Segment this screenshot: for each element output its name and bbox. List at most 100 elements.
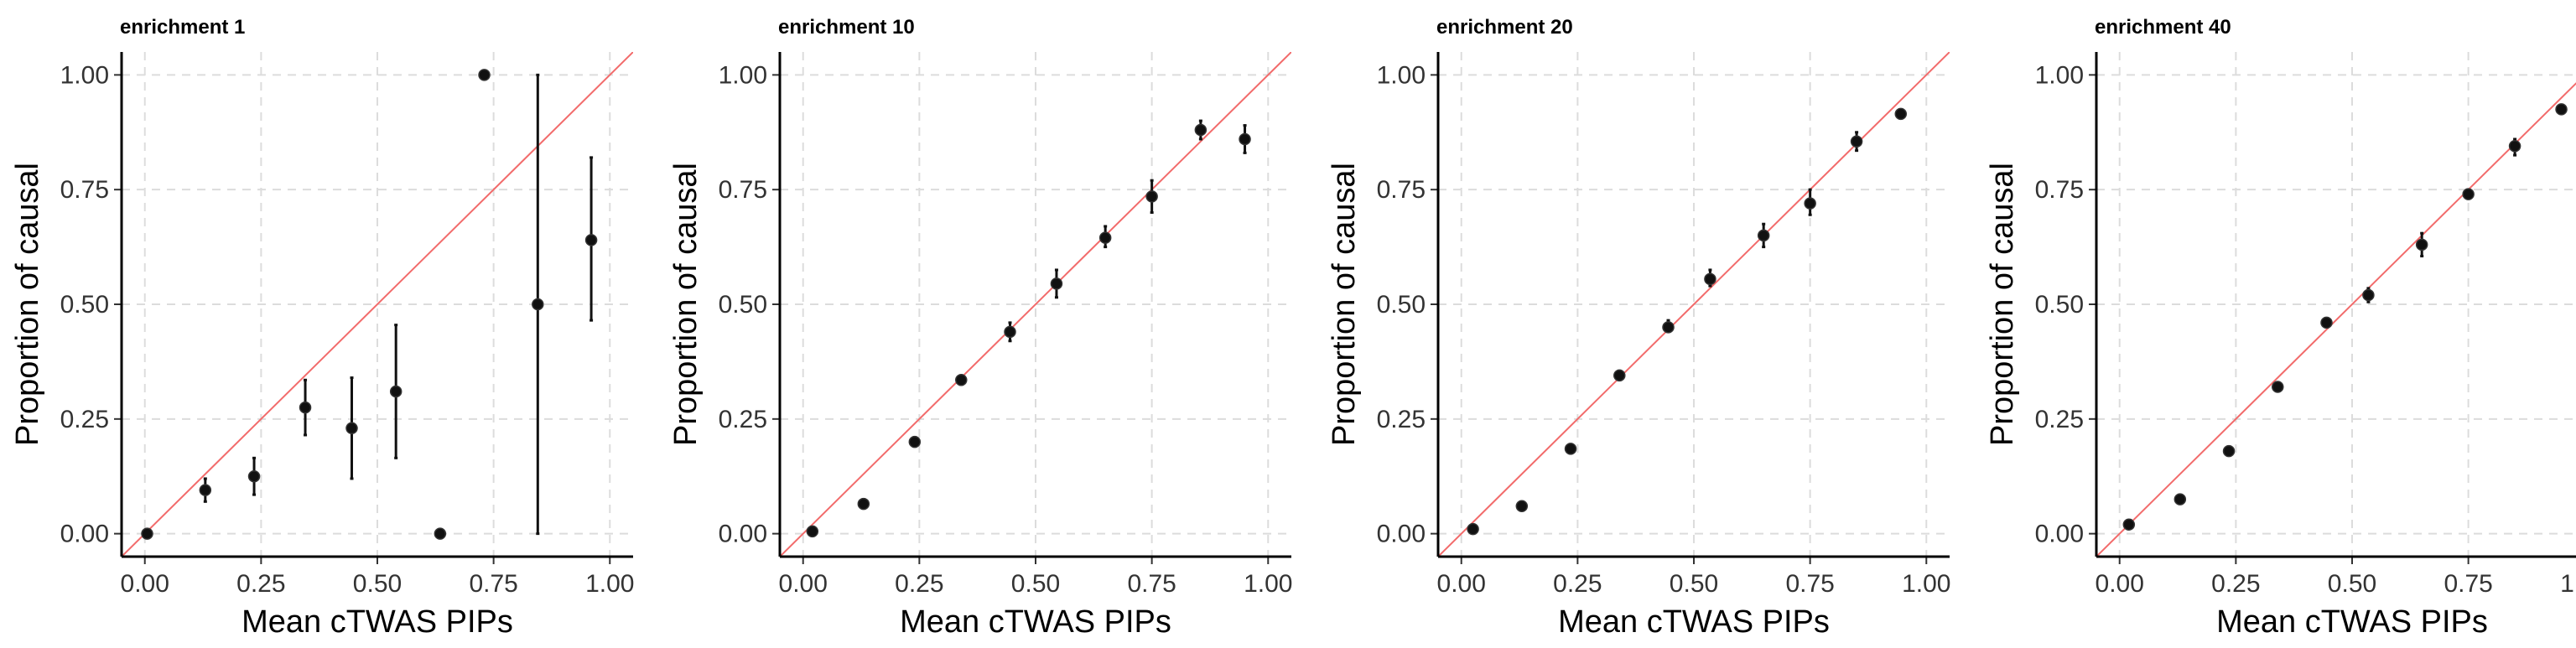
data-point [2272, 381, 2284, 393]
data-point [1564, 443, 1577, 455]
data-point [1239, 132, 1251, 146]
panel-title: enrichment 1 [120, 16, 245, 39]
y-tick-label: 1.00 [719, 61, 767, 89]
x-tick-label: 0.00 [779, 570, 828, 598]
x-tick-label: 0.50 [2328, 570, 2376, 598]
data-point [478, 69, 491, 81]
x-tick-label: 0.50 [353, 570, 402, 598]
data-point [955, 374, 968, 386]
x-tick-label: 0.75 [1127, 570, 1176, 598]
x-tick-label: 1.00 [2560, 570, 2576, 598]
panel-title: enrichment 20 [1436, 16, 1573, 39]
y-tick-label: 0.25 [2035, 406, 2084, 433]
panel-title: enrichment 10 [778, 16, 915, 39]
data-point [1098, 231, 1112, 244]
x-tick-label: 0.75 [1785, 570, 1834, 598]
data-point [857, 497, 870, 511]
x-tick-label: 0.75 [2444, 570, 2492, 598]
data-point [2222, 444, 2236, 458]
data-point [1515, 500, 1529, 513]
data-point [1050, 277, 1063, 290]
y-tick-label: 0.50 [1377, 291, 1426, 319]
x-tick-label: 1.00 [1902, 570, 1950, 598]
x-tick-label: 0.00 [2096, 570, 2144, 598]
data-point [299, 401, 312, 414]
x-tick-label: 0.25 [236, 570, 285, 598]
data-point [2174, 493, 2187, 505]
x-axis-title: Mean cTWAS PIPs [2216, 604, 2488, 640]
panel-1: enrichment 1 0.00 0.25 0.50 0.75 1.00 0.00 0.25… [10, 16, 634, 640]
panel-title: enrichment 40 [2095, 16, 2231, 39]
x-tick-label: 0.50 [1011, 570, 1060, 598]
y-axis-title: Proportion of causal [10, 163, 45, 446]
data-point [389, 385, 402, 398]
x-axis-title: Mean cTWAS PIPs [1558, 604, 1830, 640]
x-tick-label: 0.25 [2211, 570, 2260, 598]
identity-line [780, 52, 1291, 557]
data-point [2415, 238, 2428, 251]
y-axis-title: Proportion of causal [1985, 163, 2020, 446]
data-point [2555, 103, 2568, 116]
y-tick-label: 0.25 [719, 406, 767, 433]
y-tick-label: 0.50 [2035, 291, 2084, 319]
y-tick-label: 0.00 [719, 521, 767, 548]
y-tick-label: 0.75 [60, 176, 109, 204]
data-point [1004, 325, 1016, 339]
data-point [1850, 135, 1863, 148]
y-tick-label: 1.00 [2035, 61, 2084, 89]
identity-line [1438, 52, 1950, 557]
data-point [2320, 316, 2333, 329]
y-tick-label: 0.50 [60, 291, 109, 319]
y-tick-label: 1.00 [1377, 61, 1426, 89]
x-tick-label: 0.50 [1670, 570, 1718, 598]
data-point [1804, 197, 1816, 210]
data-point [1894, 107, 1908, 121]
x-tick-label: 0.25 [1553, 570, 1602, 598]
y-tick-label: 0.75 [1377, 176, 1426, 204]
y-tick-label: 1.00 [60, 61, 109, 89]
x-tick-label: 0.25 [895, 570, 943, 598]
data-point [434, 527, 447, 540]
panel-2: enrichment 10 0.00 0.25 0.50 0.75 1.00 0.00 0.2… [668, 16, 1292, 640]
data-point [806, 525, 819, 538]
y-axis-title: Proportion of causal [668, 163, 704, 446]
y-tick-label: 0.00 [2035, 521, 2084, 548]
panel-3: enrichment 20 0.00 0.25 0.50 0.75 1.00 0.00 0.2… [1327, 16, 1950, 640]
y-tick-label: 0.00 [60, 521, 109, 548]
data-point [2362, 288, 2375, 302]
x-axis-title: Mean cTWAS PIPs [242, 604, 513, 640]
data-point [1613, 369, 1626, 382]
x-tick-label: 0.00 [121, 570, 169, 598]
y-tick-label: 0.25 [1377, 406, 1426, 433]
data-point [141, 527, 153, 540]
identity-line [122, 52, 633, 557]
x-tick-label: 0.00 [1437, 570, 1486, 598]
y-tick-label: 0.50 [719, 291, 767, 319]
data-point [532, 298, 544, 311]
data-point [1757, 229, 1770, 242]
data-point [1145, 190, 1158, 203]
data-point [2122, 518, 2136, 531]
y-tick-label: 0.00 [1377, 521, 1426, 548]
y-tick-label: 0.25 [60, 406, 109, 433]
data-point [247, 469, 261, 483]
y-tick-label: 0.75 [719, 176, 767, 204]
x-axis-title: Mean cTWAS PIPs [900, 604, 1171, 640]
data-point [2462, 188, 2475, 200]
x-tick-label: 1.00 [1244, 570, 1292, 598]
y-tick-label: 0.75 [2035, 176, 2084, 204]
data-point [345, 422, 358, 435]
data-point [908, 435, 922, 448]
data-point [2508, 139, 2521, 153]
data-point [584, 234, 598, 246]
panel-4: enrichment 40 0.00 0.25 0.50 0.75 1.00 0.00 0.2… [1985, 16, 2576, 640]
data-point [1662, 321, 1675, 334]
data-point [199, 484, 212, 496]
x-tick-label: 1.00 [585, 570, 634, 598]
y-axis-title: Proportion of causal [1327, 163, 1362, 446]
identity-line [2096, 82, 2576, 557]
data-point [1704, 272, 1716, 286]
data-point [1467, 522, 1479, 536]
